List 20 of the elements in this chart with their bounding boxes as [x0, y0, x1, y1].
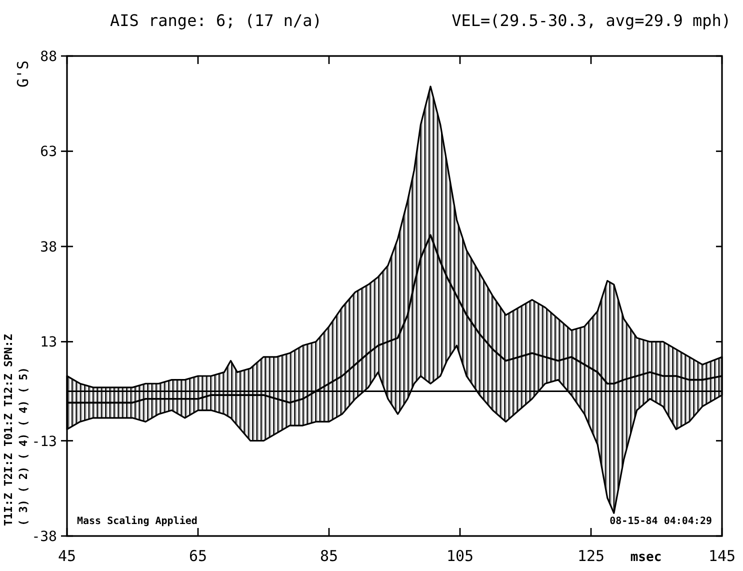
- x-tick-label: 45: [58, 547, 76, 565]
- x-tick-label: 105: [446, 547, 474, 565]
- y-tick-label: 88: [40, 49, 57, 65]
- text: ( 3) ( 2) ( 4) ( 4) ( 5): [17, 367, 30, 526]
- x-tick-label: 85: [320, 547, 338, 565]
- chart-title: AIS range: 6; (17 n/a): [110, 11, 322, 30]
- annotation: Mass Scaling Applied: [77, 515, 198, 527]
- annotation: 08-15-84 04:04:29: [610, 516, 712, 527]
- x-axis-title: msec: [630, 550, 662, 565]
- y-tick-label: -13: [32, 434, 57, 450]
- x-tick-label: 125: [577, 547, 605, 565]
- y-tick-label: -38: [32, 529, 57, 545]
- y-axis-title: G'S: [14, 60, 32, 88]
- x-tick-label: 145: [708, 547, 736, 565]
- text: T1I:Z T2I:Z T01:Z T12:Z SPN:Z: [2, 334, 15, 526]
- x-tick-label: 65: [188, 547, 208, 565]
- y-tick-label: 13: [40, 334, 57, 351]
- y-tick-label: 38: [40, 239, 57, 256]
- y-tick-label: 63: [40, 144, 57, 160]
- chart-subtitle: VEL=(29.5-30.3, avg=29.9 mph): [452, 11, 731, 30]
